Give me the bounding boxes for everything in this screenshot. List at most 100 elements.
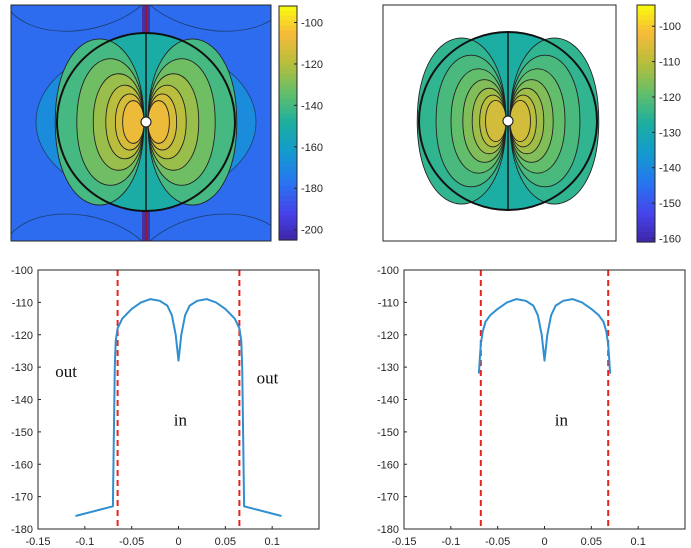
colorbar-right-swatch bbox=[637, 98, 655, 105]
line-plot-right-ytick-label: -140 bbox=[377, 395, 399, 407]
line-plot-left-data bbox=[75, 270, 282, 529]
colorbar-right-swatch bbox=[637, 192, 655, 199]
colorbar-right-swatch bbox=[637, 14, 655, 21]
line-plot-left-xtick-label: -0.15 bbox=[25, 536, 50, 548]
line-plot-left-ytick-label: -110 bbox=[12, 297, 33, 309]
colorbar-right-swatch bbox=[637, 49, 655, 55]
line-plot-left-xtick-label: 0.1 bbox=[265, 536, 280, 548]
line-plot-right-xtick-label: 0.1 bbox=[631, 536, 646, 548]
colorbar-right-tick-label: -140 bbox=[659, 163, 681, 175]
colorbar-left-swatch bbox=[279, 45, 297, 51]
colorbar-left-swatch bbox=[279, 235, 297, 241]
line-plot-left-annotation: out bbox=[55, 362, 77, 381]
colorbar-right-swatch bbox=[637, 29, 655, 36]
colorbar-right-swatch bbox=[637, 123, 655, 130]
colorbar-right-swatch bbox=[637, 177, 655, 184]
line-plot-right-ytick-label: -100 bbox=[377, 265, 399, 277]
line-plot-right-ytick-label: -110 bbox=[378, 297, 399, 309]
line-plot-right-series-field bbox=[477, 298, 612, 374]
colorbar-left-swatch bbox=[279, 20, 297, 27]
colorbar-left-swatch bbox=[279, 93, 297, 100]
heatmap-left-contour-6-left bbox=[122, 100, 145, 144]
line-plot-left-xtick-label: -0.05 bbox=[119, 536, 144, 548]
heatmap-left-outside-arc-bottom-right bbox=[149, 213, 271, 241]
line-plot-right-xtick-label: 0 bbox=[541, 536, 547, 548]
colorbar-right-swatch bbox=[637, 158, 655, 164]
colorbar-right-swatch bbox=[637, 232, 655, 238]
colorbar-left-swatch bbox=[279, 54, 297, 61]
colorbar-left-swatch bbox=[279, 186, 297, 192]
line-plot-left-xtick-label: 0.05 bbox=[215, 536, 236, 548]
colorbar-right-swatch bbox=[637, 187, 655, 194]
colorbar-left-swatch bbox=[279, 69, 297, 75]
colorbar-right-swatch bbox=[637, 212, 655, 218]
line-plot-left-ytick-label: -150 bbox=[11, 427, 33, 439]
heatmap-left-boundary bbox=[56, 32, 236, 212]
line-plot-left: -0.15 -0.1 -0.05 0 0.05 0.1 -100 -110 -120 -130 -1… bbox=[11, 265, 320, 548]
colorbar-left-swatch bbox=[279, 25, 297, 31]
heatmap-left-contour-6-right bbox=[147, 100, 170, 144]
colorbar-left-swatch bbox=[279, 137, 297, 144]
colorbar-right-swatch bbox=[637, 108, 655, 115]
colorbar-left-swatch bbox=[279, 64, 297, 70]
colorbar-left-swatch bbox=[279, 59, 297, 66]
colorbar-right-swatch bbox=[637, 217, 655, 223]
colorbar-right-swatch bbox=[637, 138, 655, 144]
colorbar-left: -100 -120 -140 -160 -180 -200 bbox=[278, 5, 323, 241]
colorbar-right-swatch bbox=[637, 69, 655, 75]
colorbar-right-swatch bbox=[637, 172, 655, 179]
colorbar-right-swatch bbox=[637, 182, 655, 189]
colorbar-right-tick-label: -100 bbox=[659, 21, 681, 33]
colorbar-left-swatch bbox=[279, 157, 297, 163]
colorbar-left-swatch bbox=[279, 215, 297, 222]
colorbar-left-tick-label: -200 bbox=[301, 225, 323, 237]
colorbar-right-swatch bbox=[637, 133, 655, 139]
colorbar-right-swatch bbox=[637, 59, 655, 65]
colorbar-right-swatch bbox=[637, 9, 655, 16]
colorbar-left-swatch bbox=[279, 15, 297, 22]
colorbar-right-swatch bbox=[637, 84, 655, 90]
line-plot-left-ytick-label: -140 bbox=[11, 395, 33, 407]
colorbar-left-tick-label: -160 bbox=[301, 142, 323, 154]
line-plot-right-ytick-label: -180 bbox=[377, 524, 399, 536]
line-plot-right-ytick-label: -130 bbox=[377, 362, 399, 374]
line-plot-right-axes-frame bbox=[403, 269, 686, 530]
colorbar-right-swatch bbox=[637, 79, 655, 85]
heatmap-right-boundary bbox=[418, 31, 598, 211]
heatmap-right-contour-7-left bbox=[485, 100, 507, 142]
colorbar-right-swatch bbox=[637, 118, 655, 125]
colorbar-left-tick-label: -140 bbox=[301, 100, 323, 112]
line-plot-right-xtick-label: -0.1 bbox=[441, 536, 460, 548]
line-plot-left-annotation: out bbox=[257, 368, 279, 387]
heatmap-right-frame bbox=[382, 4, 617, 242]
colorbar-left-swatch bbox=[279, 98, 297, 105]
colorbar-right-swatch bbox=[637, 237, 655, 243]
colorbar-left-swatch bbox=[279, 108, 297, 114]
colorbar-left-swatch bbox=[279, 205, 297, 212]
colorbar-right-swatch bbox=[637, 227, 655, 233]
colorbar-right-swatch bbox=[637, 88, 655, 95]
colorbar-right-swatch bbox=[637, 24, 655, 31]
heatmap-left bbox=[11, 5, 271, 241]
colorbar-right-tick-label: -150 bbox=[659, 198, 681, 210]
colorbar-right-swatch bbox=[637, 143, 655, 149]
colorbar-left-tick-label: -120 bbox=[301, 59, 323, 71]
line-plot-right-xtick-label: -0.15 bbox=[391, 536, 416, 548]
line-plot-right-xtick-label: 0.05 bbox=[581, 536, 602, 548]
colorbar-left-swatch bbox=[279, 171, 297, 178]
line-plot-left-ytick-label: -170 bbox=[11, 492, 33, 504]
colorbar-left-swatch bbox=[279, 88, 297, 95]
colorbar-left-swatch bbox=[279, 166, 297, 173]
colorbar-right-swatch bbox=[637, 74, 655, 80]
colorbar-right-swatch bbox=[637, 5, 655, 11]
colorbar-left-swatch bbox=[279, 118, 297, 124]
colorbar-right-swatch bbox=[637, 202, 655, 209]
heatmap-left-outside-arc-bottom-left bbox=[11, 213, 143, 241]
colorbar-right-swatch bbox=[637, 167, 655, 174]
colorbar-left-swatch bbox=[279, 40, 297, 46]
colorbar-left-swatch bbox=[279, 10, 297, 17]
colorbar-left-swatch bbox=[279, 176, 297, 183]
colorbar-left-swatch bbox=[279, 49, 297, 56]
line-plot-left-plot-area bbox=[38, 270, 319, 529]
